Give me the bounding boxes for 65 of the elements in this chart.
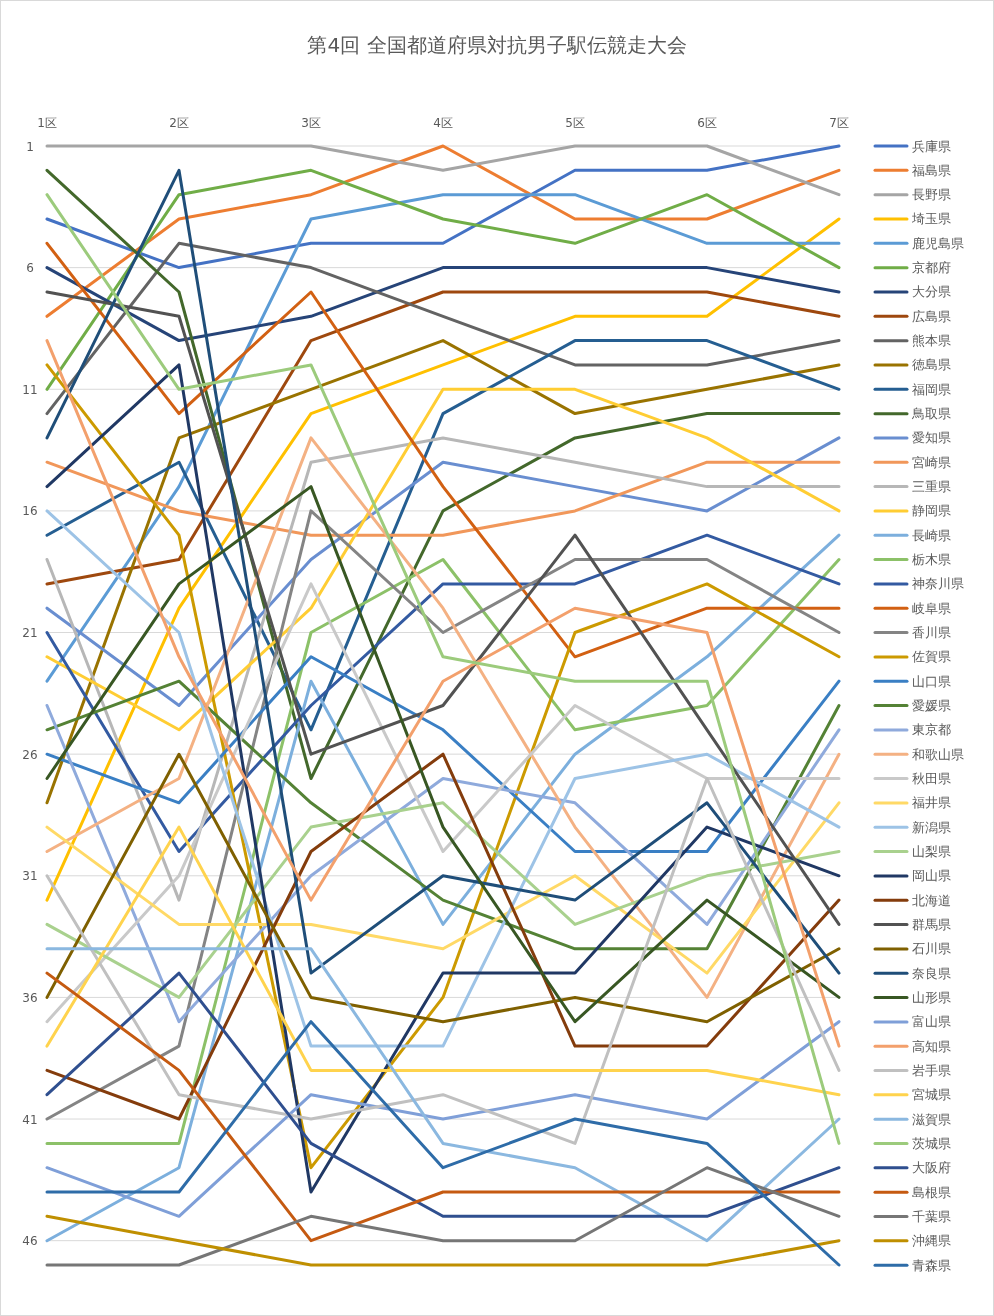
legend-label: 宮崎県 bbox=[912, 454, 951, 470]
legend-label: 香川県 bbox=[912, 625, 951, 641]
legend-label: 茨城県 bbox=[912, 1136, 951, 1152]
legend-label: 山形県 bbox=[912, 990, 951, 1006]
x-tick-label: 3区 bbox=[301, 116, 321, 130]
legend-label: 三重県 bbox=[912, 479, 951, 495]
x-tick-label: 1区 bbox=[37, 116, 57, 130]
legend-label: 愛媛県 bbox=[912, 698, 951, 714]
legend-label: 山口県 bbox=[912, 673, 951, 689]
legend-label: 大阪府 bbox=[912, 1160, 951, 1176]
y-tick-label: 41 bbox=[22, 1112, 38, 1127]
legend-label: 広島県 bbox=[912, 308, 951, 324]
legend-label: 秋田県 bbox=[912, 771, 951, 787]
legend-label: 静岡県 bbox=[912, 503, 951, 519]
legend-label: 熊本県 bbox=[912, 333, 951, 349]
x-tick-label: 7区 bbox=[829, 116, 849, 130]
legend-label: 石川県 bbox=[912, 941, 951, 957]
legend-label: 和歌山県 bbox=[912, 746, 964, 762]
legend-label: 東京都 bbox=[912, 722, 951, 738]
legend-label: 滋賀県 bbox=[912, 1111, 951, 1127]
y-tick-label: 6 bbox=[26, 261, 34, 276]
legend-label: 奈良県 bbox=[912, 965, 951, 981]
legend-label: 高知県 bbox=[912, 1038, 951, 1054]
y-tick-label: 21 bbox=[22, 626, 38, 641]
x-tick-label: 2区 bbox=[169, 116, 189, 130]
legend-label: 佐賀県 bbox=[912, 649, 951, 665]
legend-label: 新潟県 bbox=[912, 819, 951, 835]
legend-label: 千葉県 bbox=[912, 1209, 951, 1225]
legend-label: 福井県 bbox=[912, 795, 951, 811]
legend-label: 鳥取県 bbox=[911, 406, 951, 422]
x-tick-label: 5区 bbox=[565, 116, 585, 130]
x-tick-label: 6区 bbox=[697, 116, 717, 130]
legend-label: 岐阜県 bbox=[912, 600, 951, 616]
legend-label: 宮城県 bbox=[912, 1087, 951, 1103]
legend-label: 徳島県 bbox=[912, 357, 951, 373]
legend-label: 長崎県 bbox=[912, 527, 951, 543]
legend-label: 栃木県 bbox=[912, 552, 951, 568]
legend-label: 愛知県 bbox=[912, 430, 951, 446]
legend-label: 兵庫県 bbox=[912, 138, 951, 154]
chart-title: 第4回 全国都道府県対抗男子駅伝競走大会 bbox=[307, 33, 687, 57]
legend-label: 埼玉県 bbox=[911, 211, 951, 227]
legend-label: 富山県 bbox=[912, 1014, 951, 1030]
legend-label: 北海道 bbox=[912, 892, 951, 908]
legend-label: 鹿児島県 bbox=[912, 235, 964, 251]
legend-label: 福岡県 bbox=[912, 381, 951, 397]
legend-label: 山梨県 bbox=[912, 844, 951, 860]
legend-label: 岩手県 bbox=[912, 1063, 951, 1079]
legend-label: 京都府 bbox=[912, 260, 951, 276]
y-tick-label: 16 bbox=[22, 504, 38, 519]
legend-label: 青森県 bbox=[912, 1257, 951, 1273]
legend-label: 群馬県 bbox=[912, 917, 951, 933]
y-tick-label: 31 bbox=[22, 869, 38, 884]
legend-label: 沖縄県 bbox=[912, 1233, 951, 1249]
y-tick-label: 36 bbox=[22, 990, 38, 1005]
legend-label: 大分県 bbox=[912, 284, 951, 300]
y-tick-label: 11 bbox=[22, 382, 38, 397]
x-tick-label: 4区 bbox=[433, 116, 453, 130]
y-tick-label: 1 bbox=[26, 139, 34, 154]
legend-label: 長野県 bbox=[912, 187, 951, 203]
y-tick-label: 46 bbox=[22, 1234, 38, 1249]
legend-label: 福島県 bbox=[912, 162, 951, 178]
legend-label: 神奈川県 bbox=[912, 576, 964, 592]
legend-label: 島根県 bbox=[912, 1184, 951, 1200]
y-tick-label: 26 bbox=[22, 747, 38, 762]
legend-label: 岡山県 bbox=[912, 868, 951, 884]
